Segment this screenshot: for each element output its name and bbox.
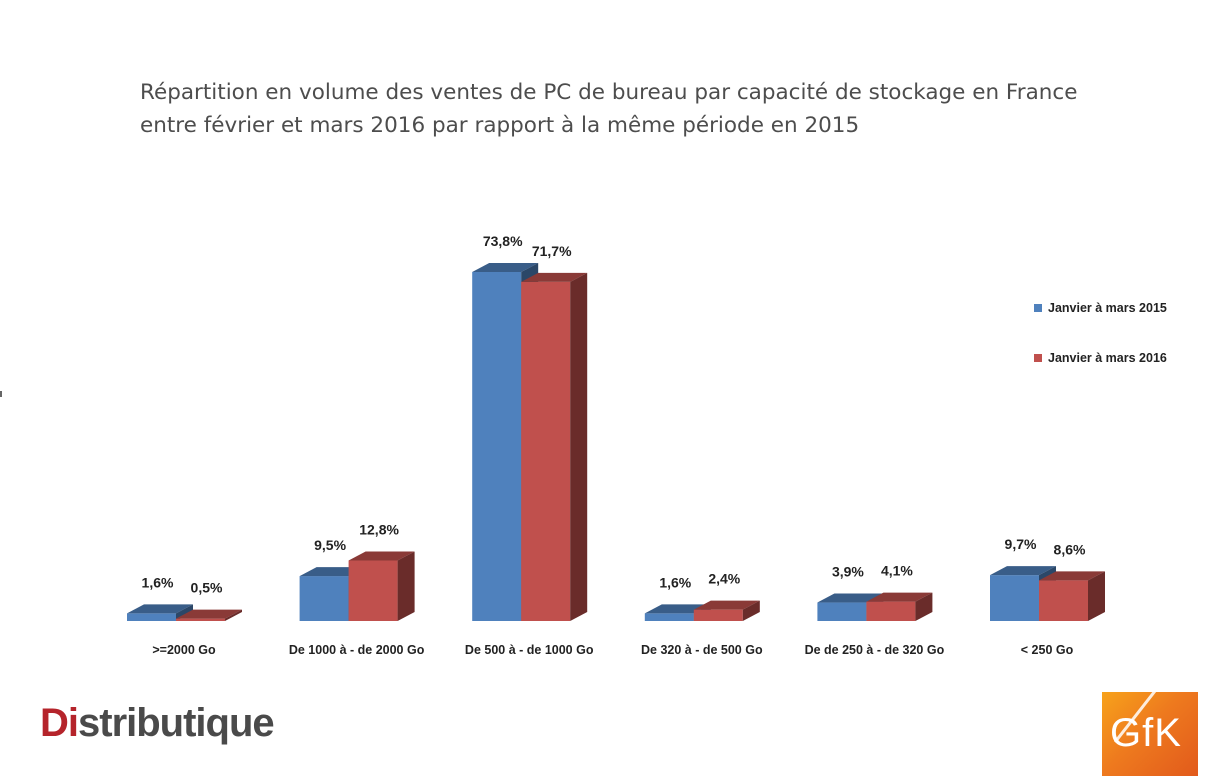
- axis-tick-mark: [0, 391, 2, 397]
- bar-front-2015-1: [299, 576, 349, 621]
- bar-front-2015-0: [127, 613, 176, 621]
- legend-item-2015: Janvier à mars 2015: [1034, 300, 1167, 316]
- value-label-2015-5: 9,7%: [1005, 536, 1037, 552]
- legend-swatch-2015: [1034, 304, 1042, 312]
- bar-top-2016-4: [866, 592, 933, 602]
- value-label-2015-4: 3,9%: [832, 564, 864, 580]
- bar-side-2016-5: [1088, 571, 1105, 621]
- bar-front-2016-5: [1039, 580, 1088, 621]
- legend-swatch-2016: [1034, 354, 1042, 362]
- chart-title-line-1: Répartition en volume des ventes de PC d…: [140, 80, 1078, 105]
- category-label-2: De 500 à - de 1000 Go: [465, 643, 594, 657]
- category-label-3: De 320 à - de 500 Go: [641, 643, 763, 657]
- bar-side-2016-3: [742, 600, 760, 621]
- bar-top-2016-2: [521, 272, 588, 282]
- value-label-2016-5: 8,6%: [1054, 541, 1086, 557]
- bar-side-2016-0: [225, 609, 242, 621]
- gfk-logo: GfK: [1102, 692, 1198, 776]
- bar-front-2015-3: [644, 613, 694, 621]
- bar-front-2016-2: [521, 281, 571, 621]
- chart-title-line-2: entre février et mars 2016 par rapport à…: [140, 113, 860, 138]
- value-label-2016-0: 0,5%: [191, 580, 223, 596]
- category-label-5: < 250 Go: [1021, 643, 1074, 657]
- bar-top-2016-5: [1039, 571, 1105, 581]
- bar-side-2016-1: [397, 551, 415, 621]
- value-label-2016-1: 12,8%: [359, 521, 399, 537]
- bar-top-2016-3: [693, 600, 760, 610]
- legend-label-2016: Janvier à mars 2016: [1048, 351, 1167, 365]
- category-label-1: De 1000 à - de 2000 Go: [289, 643, 425, 657]
- value-label-2015-0: 1,6%: [142, 574, 174, 590]
- bar-front-2015-2: [472, 272, 522, 621]
- category-label-0: >=2000 Go: [152, 643, 216, 657]
- bar-top-2015-2: [472, 263, 539, 272]
- legend-item-2016: Janvier à mars 2016: [1034, 350, 1167, 366]
- bar-top-2015-0: [127, 604, 193, 614]
- value-label-2015-2: 73,8%: [483, 233, 523, 249]
- bar-top-2016-0: [176, 609, 242, 619]
- bar-front-2016-0: [176, 618, 225, 621]
- bar-top-2015-5: [990, 566, 1056, 576]
- bar-front-2015-5: [990, 575, 1039, 621]
- value-label-2016-4: 4,1%: [881, 563, 913, 579]
- category-label-4: De de 250 à - de 320 Go: [805, 643, 945, 657]
- value-label-2015-1: 9,5%: [314, 537, 346, 553]
- distributique-logo: Distributique: [40, 701, 275, 745]
- value-label-2015-3: 1,6%: [659, 574, 691, 590]
- chart-title: Répartition en volume des ventes de PC d…: [140, 76, 1120, 142]
- bar-side-2016-2: [570, 272, 588, 621]
- bar-top-2016-1: [348, 551, 415, 561]
- bar-side-2016-4: [915, 592, 933, 621]
- chart-legend: Janvier à mars 2015 Janvier à mars 2016: [1034, 300, 1167, 400]
- value-label-2016-2: 71,7%: [532, 243, 572, 259]
- bar-front-2016-1: [348, 560, 398, 621]
- bar-front-2015-4: [817, 602, 867, 621]
- value-label-2016-3: 2,4%: [708, 571, 740, 587]
- legend-label-2015: Janvier à mars 2015: [1048, 301, 1167, 315]
- bar-top-2015-4: [817, 593, 884, 603]
- bar-front-2016-4: [866, 601, 916, 621]
- bar-front-2016-3: [693, 609, 743, 621]
